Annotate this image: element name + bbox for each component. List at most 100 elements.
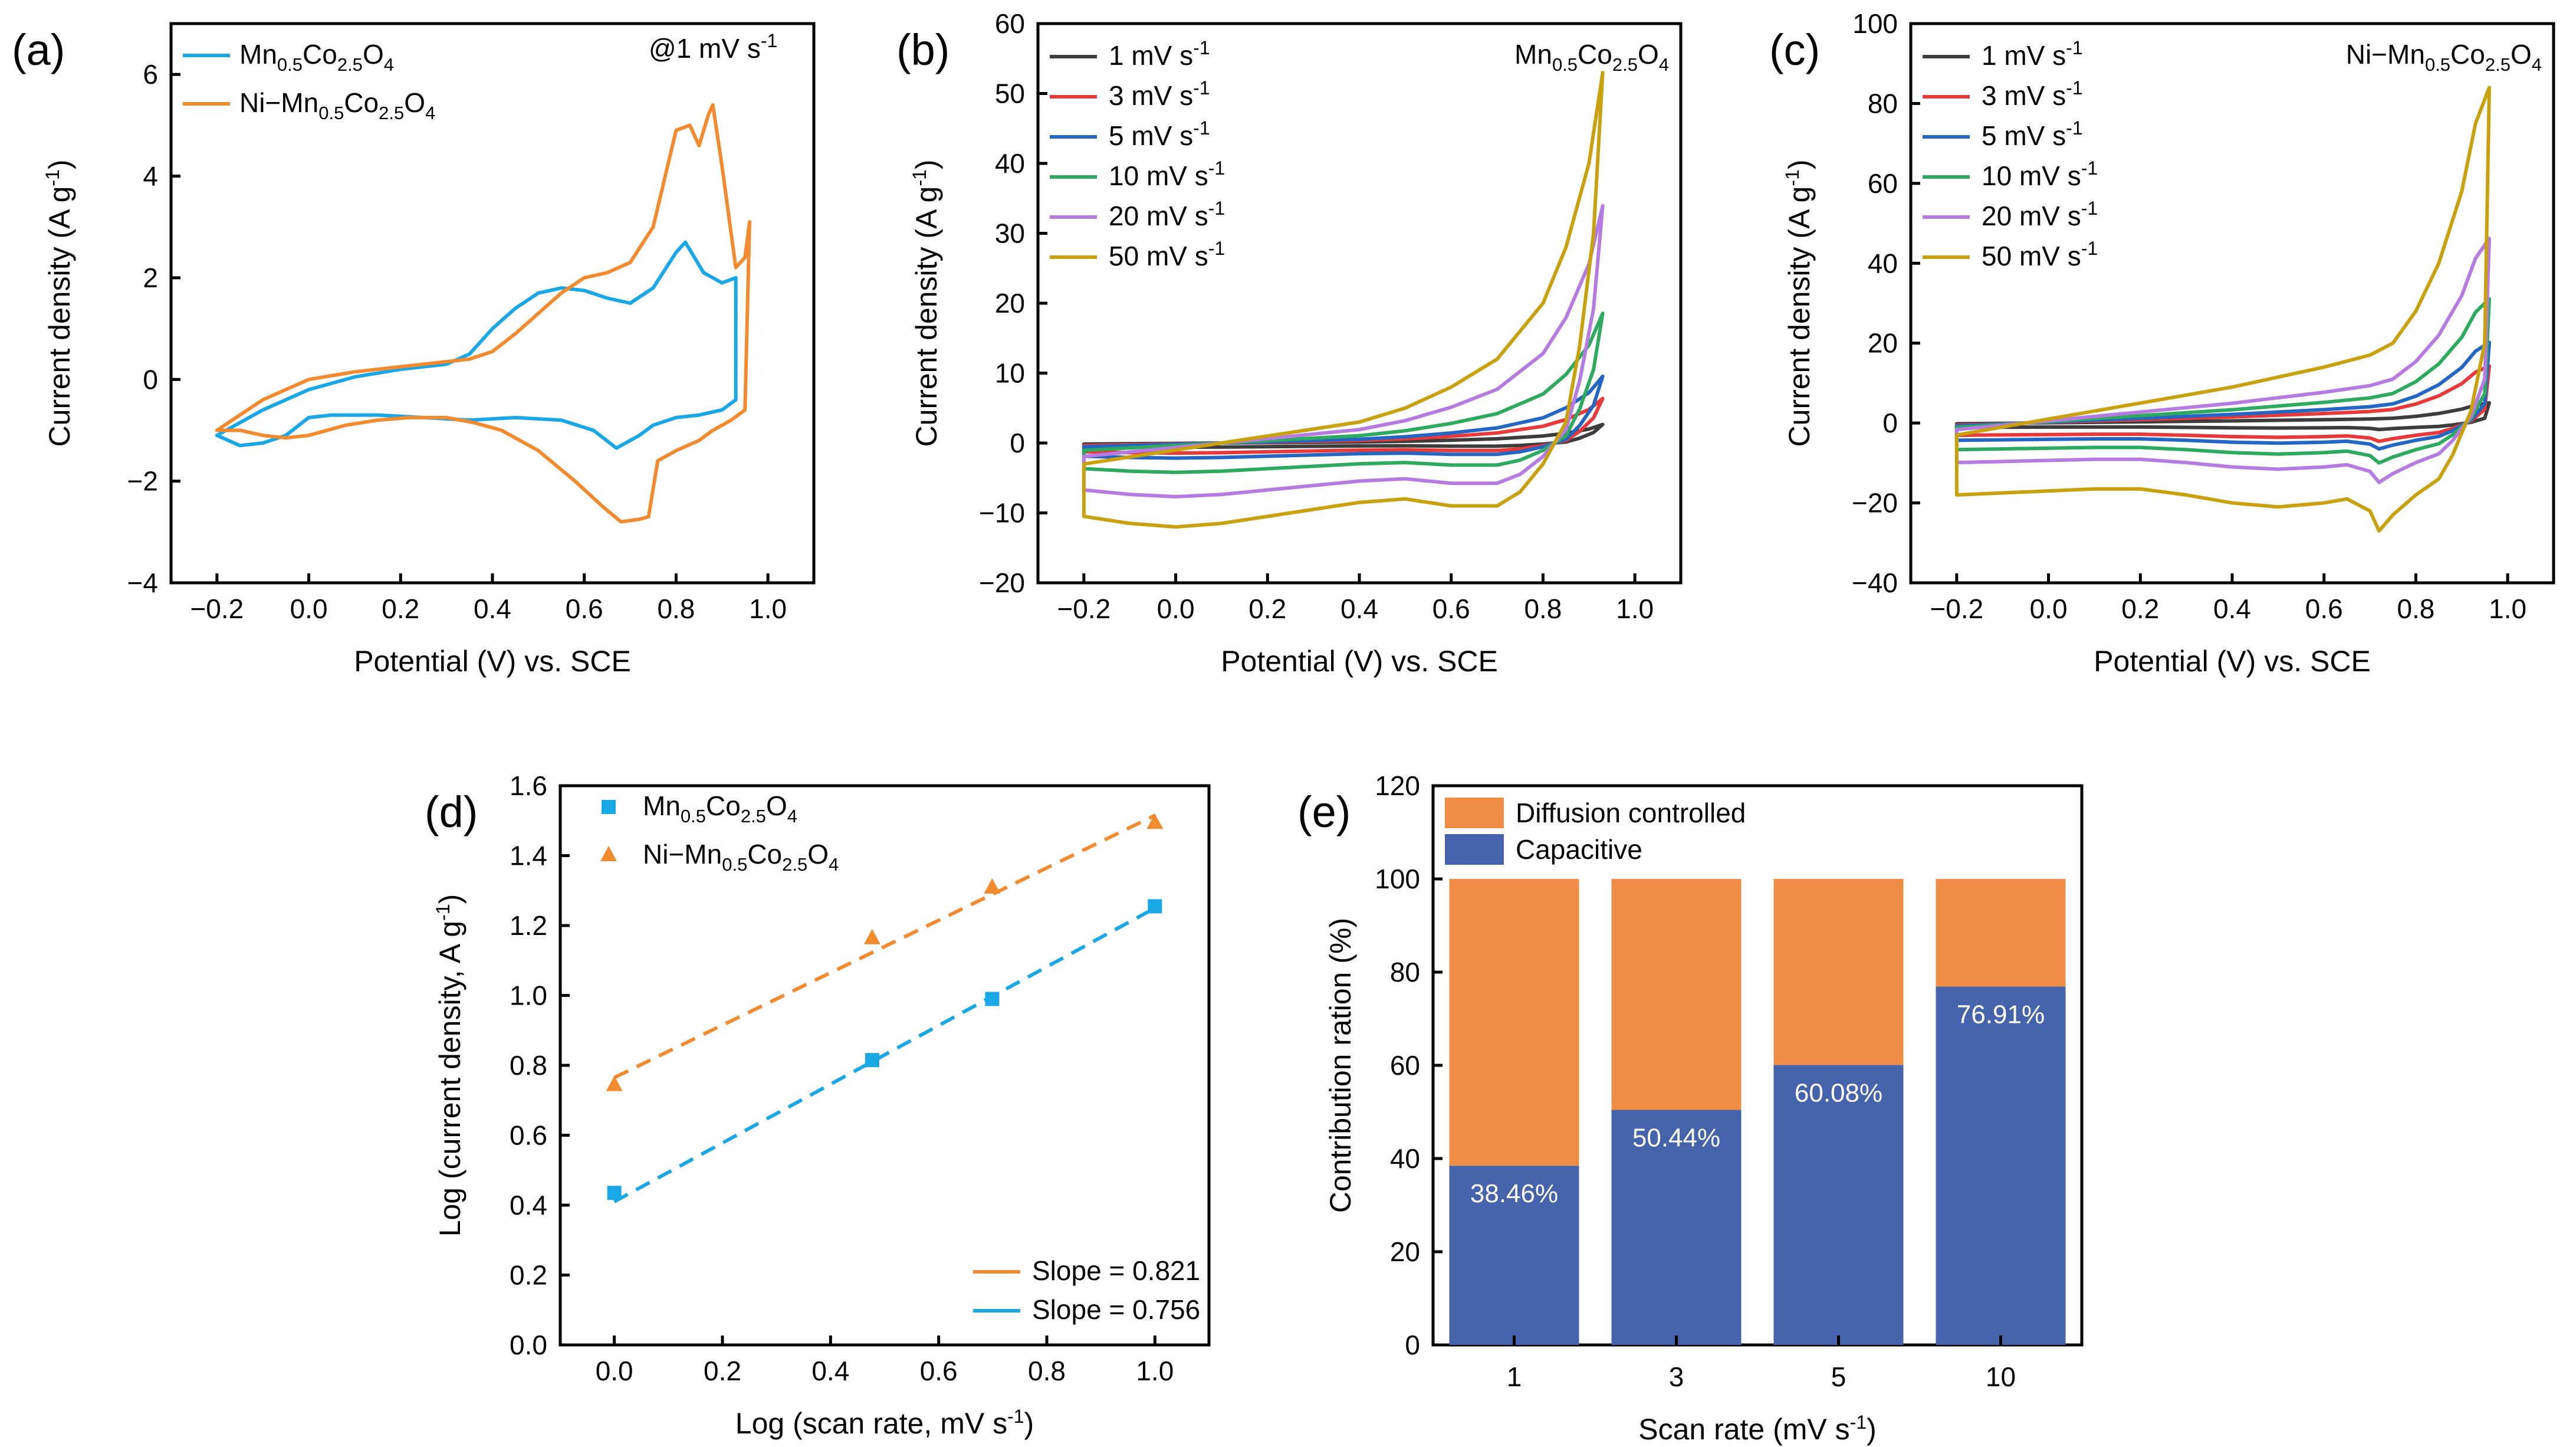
label-sup: -1 [2066,37,2082,58]
x-tick-label: 1.0 [749,593,787,624]
x-tick-label: 5 [1831,1361,1846,1392]
y-tick-label: 0.4 [510,1190,547,1220]
y-tick-label: −40 [1852,567,1898,598]
x-tick-label: 1.0 [1136,1356,1174,1386]
y-tick-label: 0 [1405,1330,1420,1360]
data-point-square [1148,899,1162,914]
legend-swatch [1445,798,1504,828]
legend-label: Ni−Mn0.5Co2.5O4 [643,839,839,875]
label-close: ) [910,160,943,170]
x-tick-label: 0.6 [1432,593,1470,624]
cv-curve [215,103,751,524]
y-tick-label: 40 [995,148,1025,179]
y-tick-label: 60 [995,8,1025,39]
x-axis-label: Potential (V) vs. SCE [2094,645,2371,678]
fit-line [613,906,1156,1203]
formula-sub: 4 [384,54,394,75]
label-base: Scan rate (mV s [1638,1413,1849,1446]
bar-capacitive [1773,1065,1904,1345]
data-point-square [985,992,1000,1006]
label-sup: -1 [2066,77,2082,99]
label-close: ) [1867,1413,1877,1446]
bar-capacitive [1611,1110,1742,1345]
fit-line [613,813,1156,1079]
label-sup: -1 [1208,198,1225,219]
formula-sub: 2.5 [1612,54,1638,75]
label-base: 5 mV s [1109,120,1193,151]
legend-label: Capacitive [1516,834,1642,865]
x-tick-label: 0.2 [382,593,419,624]
legend-label: 5 mV s-1 [1109,117,1210,151]
bar-capacitive [1936,986,2066,1345]
x-tick-label: 0.2 [2121,593,2159,624]
panel-c: −0.2 0.0 0.2 0.4 0.6 0.8 1.0 −40 −20 0 20 40 60 80 100… [1769,8,2555,678]
label-base: 10 mV s [1982,160,2081,191]
y-tick-label: −20 [1852,488,1898,519]
rate-annotation: @1 mV s-1 [649,30,777,64]
cv-curve [1082,70,1605,529]
legend-label: 50 mV s-1 [1109,238,1225,271]
formula-sub: 4 [787,806,797,826]
y-axis-label: Contribution ration (%) [1324,918,1357,1213]
y-tick-label: 80 [1390,957,1420,987]
x-tick-label: 0.6 [2305,593,2343,624]
data-point-triangle [1146,813,1164,829]
x-tick-label: 0.0 [290,593,328,624]
label-sup: -1 [1193,117,1210,139]
x-tick-label: 0.4 [474,593,511,624]
label-sup: -1 [1208,158,1225,179]
label-sup: -1 [1208,238,1225,259]
formula-part: O [1638,39,1659,70]
y-tick-label: 20 [995,288,1025,319]
y-tick-label: 1.2 [510,910,547,941]
x-tick-label: 1.0 [1616,593,1654,624]
panel-d: 0.0 0.2 0.4 0.6 0.8 1.0 0.0 0.2 0.4 0.6 0.8 1.0 1.2 1… [425,770,1211,1440]
label-sup: -1 [432,904,454,920]
data-point-triangle [984,878,1001,894]
bar-diffusion [1611,879,1742,1110]
x-tick-label: 0.6 [920,1356,958,1386]
formula-sub: 4 [2532,54,2542,75]
bar-value-label: 60.08% [1795,1078,1882,1107]
panel-e: 0 20 40 60 80 100 120 38.46% 1 50.44% 3 60.08% 5 76.9… [1297,770,2084,1446]
label-close: ) [433,894,466,904]
formula-sub: 0.5 [722,854,747,875]
bar-value-label: 50.44% [1632,1124,1720,1153]
label-base: Current density (A g [910,186,943,447]
label-sup: -1 [1850,1412,1867,1433]
panel-b: −0.2 0.0 0.2 0.4 0.6 0.8 1.0 −20 −10 0 10 20 30 40 50 6… [896,8,1683,678]
label-sup: -1 [909,169,930,186]
legend-label: 10 mV s-1 [1109,158,1225,191]
panel-label: (e) [1297,788,1351,836]
formula-sub: 2.5 [782,854,807,875]
bar-diffusion [1449,879,1579,1166]
label-base: 3 mV s [1982,80,2066,111]
cv-curve [1954,86,2491,533]
formula-part: Co [303,39,337,70]
legend-swatch [1445,834,1504,865]
formula-sub: 0.5 [277,54,303,75]
cv-curve [1954,401,2491,432]
panel-label: (b) [896,25,949,74]
y-tick-label: 1.6 [510,770,547,801]
formula-part: O [404,87,425,118]
cv-curve [1954,237,2491,484]
formula-part: Ni−Mn [2346,39,2425,70]
x-tick-label: 0.8 [2397,593,2434,624]
y-axis-label: Current density (A g-1) [909,160,943,447]
label-base: Current density (A g [43,186,76,447]
formula-part: Co [1578,39,1612,70]
legend-label: Ni−Mn0.5Co2.5O4 [239,87,435,123]
y-tick-label: 30 [995,218,1025,249]
y-tick-label: −20 [979,567,1025,598]
y-tick-label: −4 [127,567,158,598]
legend-label: 50 mV s-1 [1982,238,2098,271]
label-close: ) [1024,1407,1034,1440]
label-close: ) [1783,160,1816,170]
y-tick-label: 10 [995,358,1025,389]
y-tick-label: 2 [143,263,158,293]
bar-capacitive [1449,1166,1579,1345]
y-tick-label: −2 [127,466,158,497]
formula-part: Mn [239,39,277,70]
y-axis-label: Current density (A g-1) [42,160,76,447]
